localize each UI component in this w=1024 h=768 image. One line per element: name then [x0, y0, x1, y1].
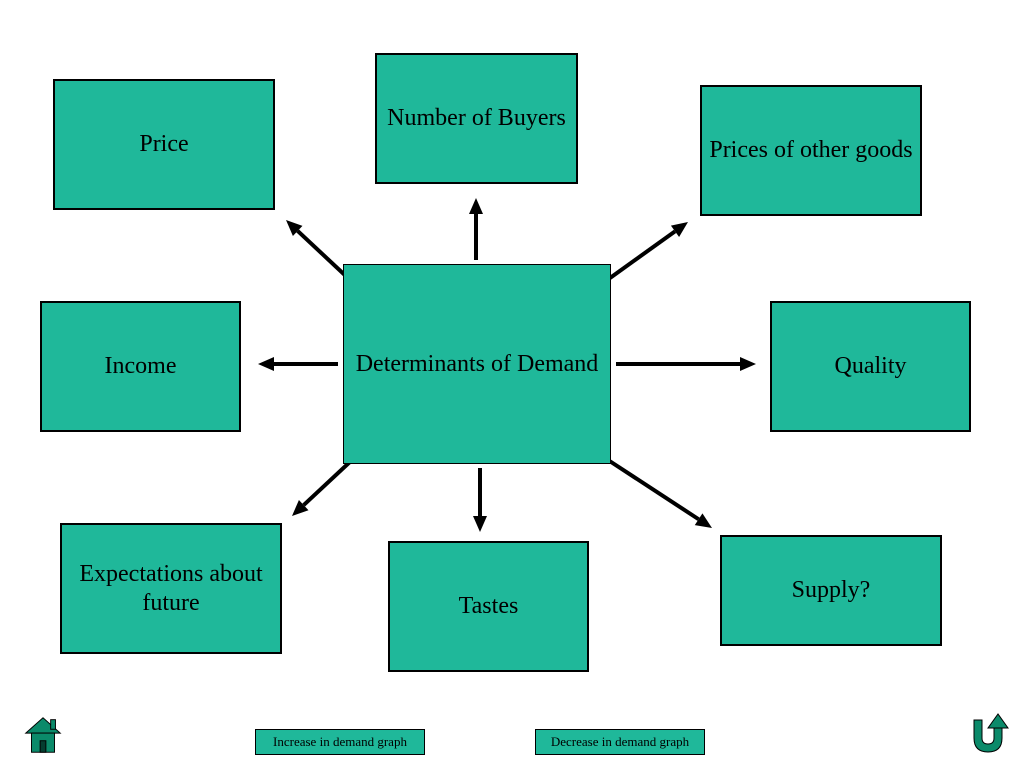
home-icon[interactable]	[20, 712, 66, 758]
outer-box-tastes: Tastes	[388, 541, 589, 672]
outer-box-label-supply: Supply?	[792, 576, 871, 605]
outer-box-price: Price	[53, 79, 275, 210]
button-increase[interactable]: Increase in demand graph	[255, 729, 425, 755]
button-label-decrease: Decrease in demand graph	[551, 734, 689, 750]
arrow-supply	[608, 460, 712, 528]
arrow-expectations	[292, 460, 352, 516]
center-box: Determinants of Demand	[343, 264, 611, 464]
outer-box-quality: Quality	[770, 301, 971, 432]
arrow-price	[286, 220, 348, 278]
outer-box-label-num-buyers: Number of Buyers	[387, 104, 566, 133]
arrow-quality	[616, 357, 756, 371]
button-decrease[interactable]: Decrease in demand graph	[535, 729, 705, 755]
outer-box-label-other-goods: Prices of other goods	[709, 136, 912, 165]
outer-box-supply: Supply?	[720, 535, 942, 646]
outer-box-income: Income	[40, 301, 241, 432]
outer-box-label-quality: Quality	[835, 352, 907, 381]
arrow-other-goods	[610, 222, 688, 278]
outer-box-other-goods: Prices of other goods	[700, 85, 922, 216]
arrow-tastes	[473, 468, 487, 532]
center-box-label: Determinants of Demand	[356, 350, 599, 379]
arrow-income	[258, 357, 338, 371]
outer-box-label-income: Income	[105, 352, 177, 381]
outer-box-expectations: Expectations about future	[60, 523, 282, 654]
button-label-increase: Increase in demand graph	[273, 734, 407, 750]
outer-box-num-buyers: Number of Buyers	[375, 53, 578, 184]
outer-box-label-price: Price	[139, 130, 188, 159]
arrow-num-buyers	[469, 198, 483, 260]
outer-box-label-tastes: Tastes	[459, 592, 519, 621]
return-icon[interactable]	[960, 706, 1012, 758]
outer-box-label-expectations: Expectations about future	[68, 560, 274, 618]
